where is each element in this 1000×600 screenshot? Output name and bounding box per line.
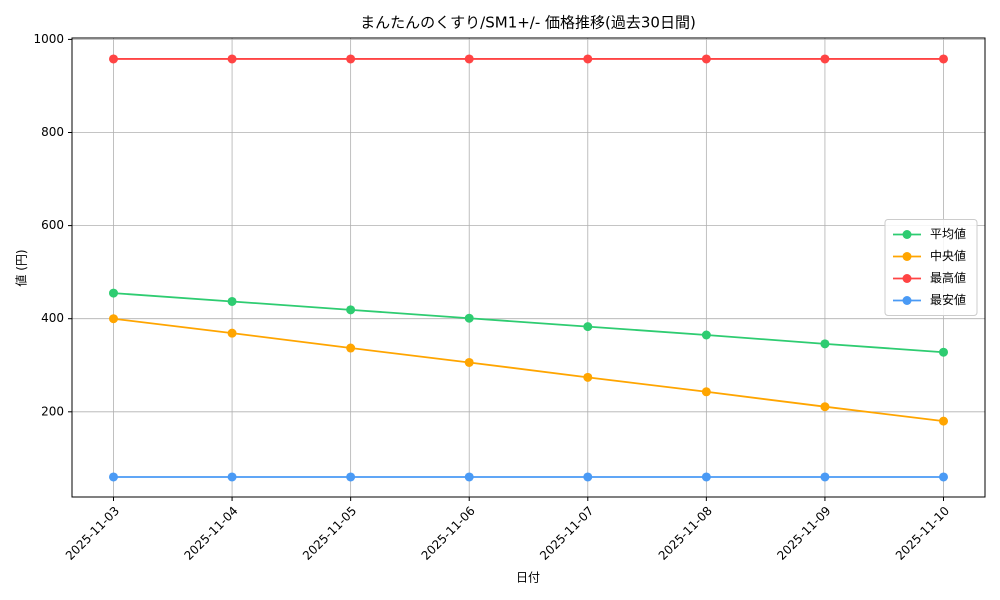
- series-marker: [939, 347, 948, 357]
- series-marker: [109, 314, 118, 324]
- legend-box: [884, 219, 978, 316]
- series-line: [113, 317, 944, 423]
- legend-label: 平均値: [930, 226, 966, 241]
- legend-label: 最安値: [930, 292, 966, 307]
- x-tick-label: 2025-11-10: [893, 504, 952, 563]
- y-tick-label: 400: [41, 311, 64, 325]
- legend-label: 最高値: [930, 270, 966, 285]
- series-marker: [464, 54, 474, 64]
- series-marker: [346, 472, 356, 482]
- series-marker: [701, 54, 711, 64]
- x-tick-label: 2025-11-07: [537, 504, 596, 563]
- series-marker: [109, 472, 118, 482]
- series-marker: [939, 472, 948, 482]
- series-marker: [939, 54, 948, 64]
- legend-marker: [902, 274, 912, 283]
- series-marker: [583, 322, 593, 332]
- series-marker: [820, 472, 830, 482]
- y-tick-label: 200: [41, 404, 64, 418]
- y-tick-label: 600: [41, 218, 64, 232]
- plot-frame: [71, 37, 986, 498]
- series-marker: [939, 416, 948, 426]
- x-tick-label: 2025-11-09: [774, 504, 833, 563]
- series-marker: [464, 472, 474, 482]
- series-marker: [701, 387, 711, 397]
- series-marker: [464, 357, 474, 367]
- series-marker: [346, 54, 356, 64]
- x-tick-label: 2025-11-06: [419, 504, 478, 563]
- x-tick-label: 2025-11-03: [63, 504, 122, 563]
- series-marker: [346, 343, 356, 353]
- x-tick-label: 2025-11-04: [181, 504, 240, 563]
- series-marker: [227, 472, 237, 482]
- series-marker: [109, 288, 118, 298]
- series-marker: [820, 402, 830, 412]
- x-axis-label: 日付: [516, 571, 540, 585]
- series-marker: [820, 339, 830, 349]
- series-marker: [583, 372, 593, 382]
- series-marker: [583, 472, 593, 482]
- y-axis-label: 値 (円): [14, 249, 29, 286]
- series-line: [113, 292, 944, 354]
- y-tick-label: 800: [41, 125, 64, 139]
- series-marker: [583, 54, 593, 64]
- legend-marker: [902, 296, 912, 305]
- chart-title: まんたんのくすり/SM1+/- 価格推移(過去30日間): [360, 14, 696, 32]
- y-tick-label: 1000: [33, 32, 64, 46]
- series-marker: [464, 313, 474, 323]
- series-marker: [701, 472, 711, 482]
- series-marker: [227, 54, 237, 64]
- legend-label: 中央値: [930, 248, 966, 263]
- legend-marker: [902, 230, 912, 239]
- x-tick-label: 2025-11-08: [656, 504, 715, 563]
- series-marker: [227, 328, 237, 338]
- x-tick-label: 2025-11-05: [300, 504, 359, 563]
- series-marker: [227, 296, 237, 306]
- series-marker: [346, 305, 356, 315]
- series-marker: [109, 54, 118, 64]
- series-marker: [701, 330, 711, 340]
- legend-marker: [902, 252, 912, 261]
- series-marker: [820, 54, 830, 64]
